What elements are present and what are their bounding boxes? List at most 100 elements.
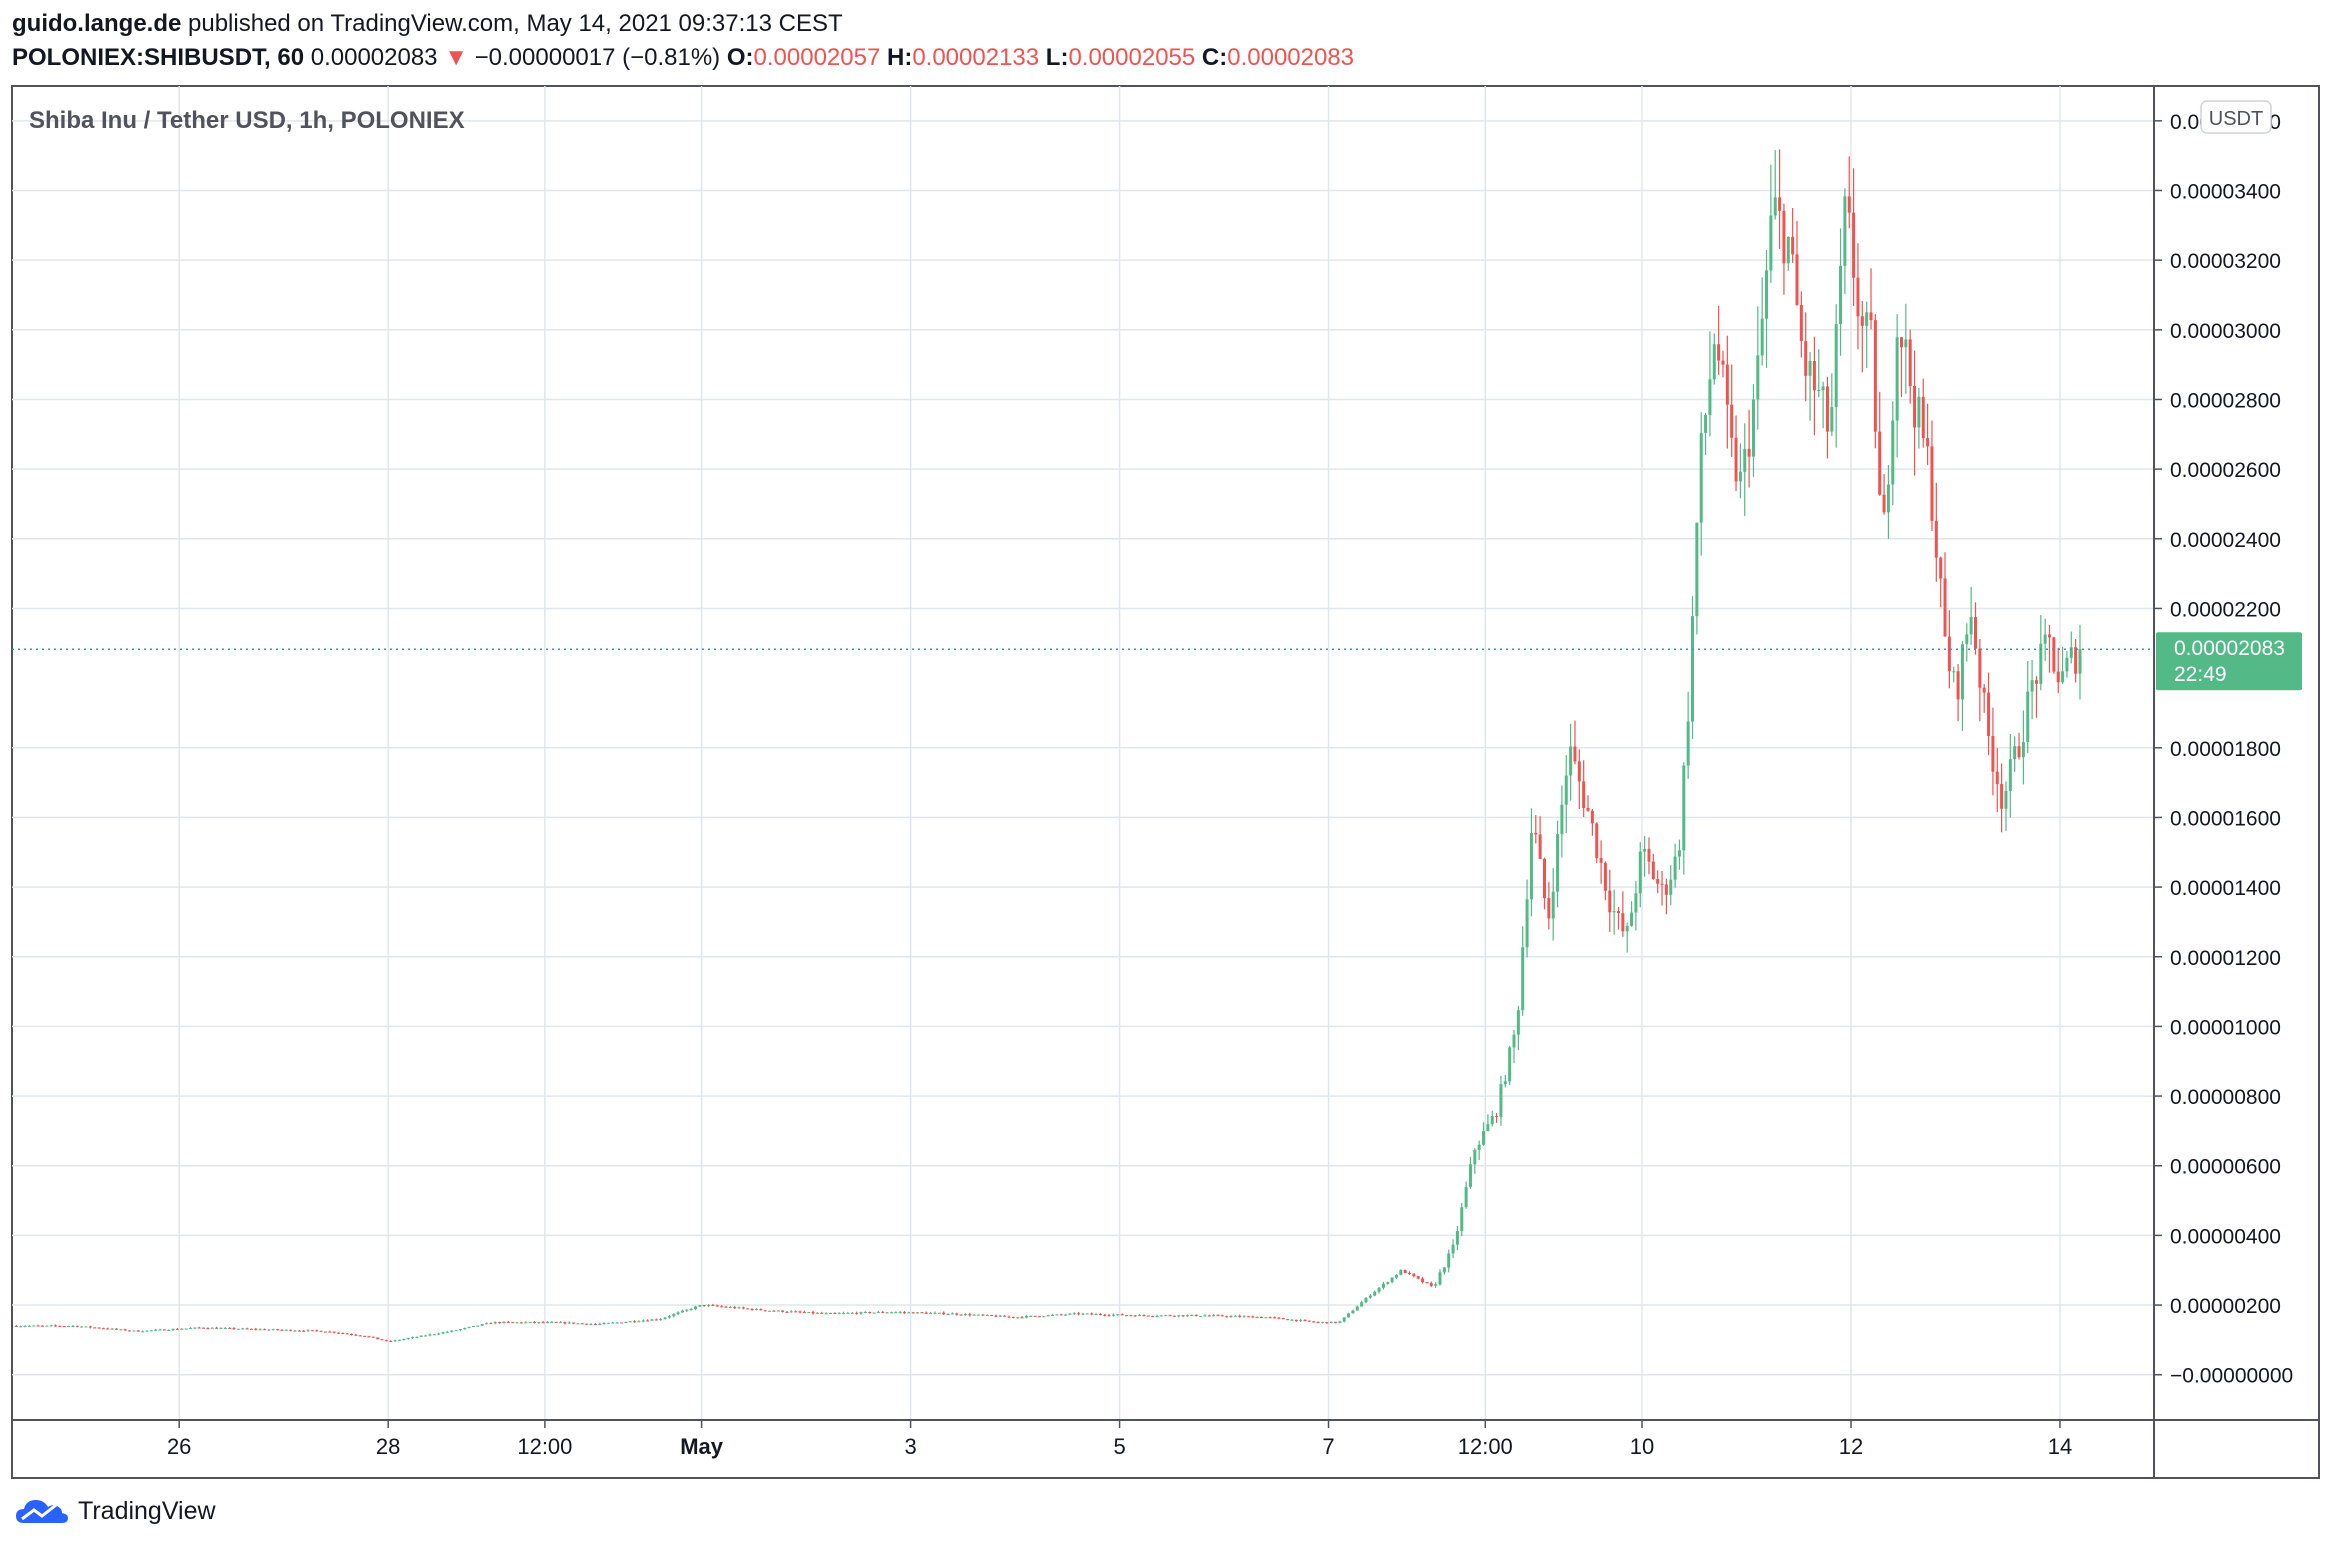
candle-body (2000, 784, 2004, 809)
candle-body (1207, 1315, 1211, 1317)
candle-body (863, 1312, 867, 1314)
candle-body (807, 1311, 811, 1313)
price-tick-label: 0.00002600 (2170, 459, 2281, 482)
candle-body (350, 1334, 354, 1336)
candle-body (1886, 484, 1890, 513)
candle-body (1307, 1320, 1311, 1322)
candle-body (646, 1320, 650, 1322)
candle-body (519, 1322, 523, 1324)
publish-info: published on TradingView.com, May 14, 20… (188, 10, 843, 37)
candle-body (1974, 616, 1977, 649)
candle-body (393, 1340, 397, 1342)
candle-body (942, 1312, 946, 1315)
candle-body (946, 1313, 950, 1315)
candle-body (1852, 212, 1856, 278)
time-tick-label: 12:00 (517, 1434, 572, 1459)
candle-body (637, 1321, 641, 1323)
candle-body (84, 1326, 88, 1328)
candle-body (593, 1324, 597, 1326)
candle-body (397, 1339, 401, 1341)
candle-body (1930, 446, 1934, 521)
candle-body (1721, 360, 1725, 365)
candle-body (1908, 339, 1912, 386)
candle-body (528, 1321, 532, 1323)
candle-body (881, 1311, 885, 1313)
candle-body (911, 1312, 915, 1314)
candle-body (1734, 437, 1738, 482)
candle-body (1299, 1320, 1303, 1322)
candle-body (1246, 1316, 1250, 1318)
candle-body (1751, 399, 1755, 457)
candle-body (1891, 420, 1895, 485)
candle-body (1381, 1283, 1385, 1288)
candle-body (837, 1313, 841, 1315)
time-tick-label: 26 (167, 1434, 191, 1459)
candle-body (759, 1309, 763, 1311)
currency-badge[interactable]: USDT (2200, 100, 2272, 134)
candle-body (872, 1312, 876, 1314)
candle-body (193, 1327, 197, 1329)
candle-body (1098, 1313, 1102, 1315)
candle-body (2008, 759, 2012, 791)
candle-body (1512, 1034, 1516, 1048)
candle-body (1168, 1315, 1172, 1317)
candle-body (1952, 671, 1956, 673)
candle-body (1799, 304, 1803, 342)
candle-body (467, 1326, 471, 1328)
candle-body (1429, 1283, 1433, 1286)
candle-body (1290, 1319, 1294, 1321)
candle-body (937, 1312, 941, 1314)
candle-body (1738, 471, 1742, 482)
candle-body (1599, 858, 1603, 863)
candle-body (898, 1312, 902, 1314)
candle-body (1042, 1316, 1046, 1318)
candle-body (1882, 494, 1886, 513)
time-axis[interactable]: 26 28 12:00 May 3 5 7 12:00 10 12 14 (167, 1420, 2072, 1459)
candle-body (1412, 1273, 1416, 1277)
candle-body (672, 1314, 676, 1317)
candle-body (1995, 771, 1999, 785)
candle-body (1320, 1322, 1324, 1324)
candle-body (794, 1311, 798, 1313)
candle-body (1416, 1276, 1420, 1279)
candle-body (1473, 1149, 1477, 1165)
candle-body (667, 1316, 671, 1318)
candle-body (319, 1330, 323, 1332)
candle-body (1125, 1315, 1129, 1317)
candle-body (1817, 390, 1821, 392)
candle-body (1133, 1315, 1137, 1317)
candle-body (45, 1325, 49, 1327)
candle-body (1003, 1315, 1007, 1317)
price-tick-label: −0.00000000 (2170, 1365, 2293, 1388)
tradingview-cloud-icon[interactable] (14, 1496, 70, 1526)
candle-body (171, 1328, 175, 1331)
price-axis[interactable]: −0.00000000 0.00000200 0.00000400 0.0000060… (2154, 111, 2293, 1388)
tradingview-brand[interactable]: TradingView (78, 1496, 216, 1525)
author-name[interactable]: guido.lange.de (12, 10, 182, 37)
candle-body (1612, 911, 1616, 913)
candle-body (384, 1340, 388, 1342)
candle-body (1438, 1272, 1442, 1285)
candle-body (2069, 647, 2073, 658)
candle-body (1934, 520, 1938, 558)
candle-body (380, 1339, 384, 1341)
candle-body (14, 1325, 18, 1327)
candle-body (432, 1334, 436, 1336)
candle-body (1146, 1315, 1150, 1317)
candle-body (537, 1322, 541, 1324)
candle-body (741, 1307, 745, 1309)
candle-body (1830, 407, 1834, 432)
candle-body (210, 1327, 214, 1329)
candle-body (828, 1312, 832, 1314)
candle-body (1111, 1314, 1115, 1316)
candle-body (1490, 1116, 1494, 1125)
candle-body (633, 1321, 637, 1323)
last-price-badge-value: 0.00002083 (2174, 637, 2285, 660)
candle-body (376, 1337, 380, 1340)
time-tick-label: 28 (376, 1434, 400, 1459)
candle-body (1460, 1207, 1464, 1231)
candle-body (297, 1330, 301, 1332)
candle-body (1312, 1321, 1316, 1323)
candle-body (876, 1311, 880, 1313)
